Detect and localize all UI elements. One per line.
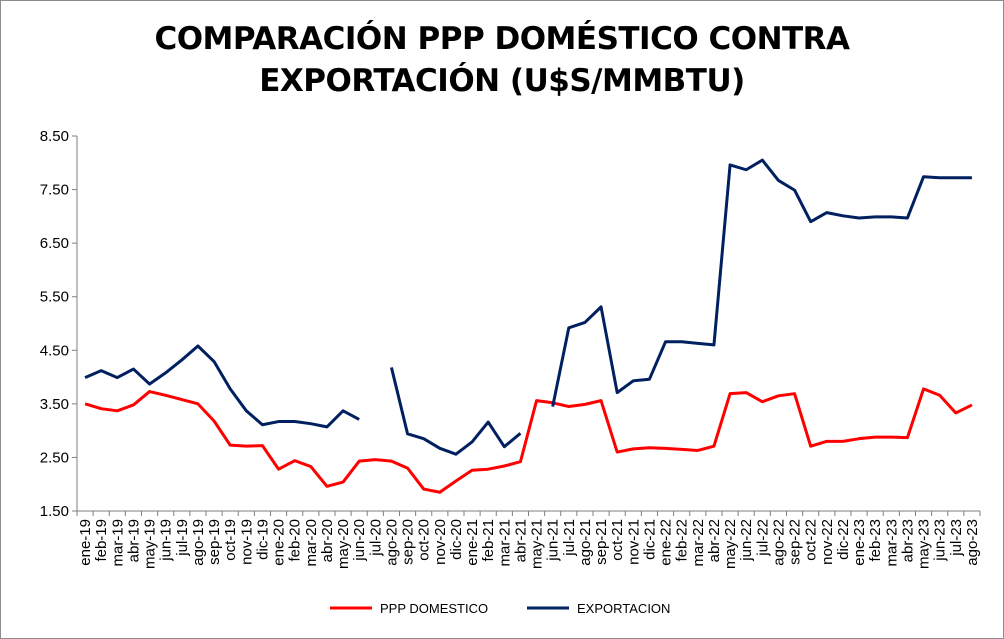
x-tick-label: feb-21 [480,519,497,562]
y-tick-label: 4.50 [40,342,69,359]
chart-title: COMPARACIÓN PPP DOMÉSTICO CONTRA EXPORTA… [0,18,1004,102]
x-tick-label: may-21 [529,519,546,569]
x-tick-label: abr-23 [899,519,916,562]
legend-label-1: EXPORTACION [577,601,670,616]
x-tick-label: jun-20 [351,519,368,562]
legend-label-0: PPP DOMESTICO [380,601,488,616]
x-tick-label: nov-19 [238,519,255,565]
x-tick-label: abr-22 [706,519,723,562]
x-tick-label: oct-22 [803,519,820,561]
x-tick-label: may-23 [916,519,933,569]
y-tick-label: 1.50 [40,503,69,520]
x-tick-label: jul-19 [174,519,191,557]
x-tick-label: ene-23 [851,519,868,566]
x-tick-label: nov-20 [432,519,449,565]
x-tick-label: feb-20 [287,519,304,562]
x-tick-label: sep-20 [400,519,417,565]
legend: PPP DOMESTICO EXPORTACION [330,601,670,616]
x-tick-label: dic-19 [254,519,271,560]
x-tick-label: ago-23 [964,519,981,566]
x-tick-label: sep-22 [787,519,804,565]
y-tick-label: 8.50 [40,128,69,145]
x-tick-label: ene-19 [77,519,94,566]
x-tick-label: dic-21 [641,519,658,560]
y-tick-label: 2.50 [40,449,69,466]
x-tick-label: jul-21 [561,519,578,557]
x-tick-label: nov-22 [819,519,836,565]
x-tick-label: jul-20 [367,519,384,557]
x-tick-label: ene-22 [658,519,675,566]
x-tick-label: oct-20 [416,519,433,561]
x-tick-label: dic-22 [835,519,852,560]
x-tick-label: mar-19 [109,519,126,567]
x-tick-labels: ene-19 feb-19 mar-19 abr-19 may-19 jun-19 jul-… [77,519,981,569]
x-tick-label: feb-23 [867,519,884,562]
y-tick-label: 6.50 [40,235,69,252]
x-tick-label: jun-21 [545,519,562,562]
x-tick-label: ago-21 [577,519,594,566]
chart-title-line1: COMPARACIÓN PPP DOMÉSTICO CONTRA [154,21,850,57]
x-tick-label: sep-19 [206,519,223,565]
x-tick-label: abr-21 [512,519,529,562]
x-tick-label: nov-21 [625,519,642,565]
x-tick-label: feb-19 [93,519,110,562]
x-tick-label: may-20 [335,519,352,569]
x-tick-label: jun-23 [932,519,949,562]
x-tick-label: ene-20 [271,519,288,566]
x-tick-label: ago-19 [190,519,207,566]
x-tick-label: ago-22 [770,519,787,566]
series-layer [84,158,973,494]
x-tick-label: mar-23 [883,519,900,567]
y-tick-label: 5.50 [40,289,69,306]
x-tick-label: mar-21 [496,519,513,567]
x-tick-label: jul-23 [948,519,965,557]
x-tick-label: may-19 [142,519,159,569]
x-tick-label: jun-19 [158,519,175,562]
x-tick-label: abr-19 [125,519,142,562]
series-line-1 [84,158,972,456]
x-tick-label: may-22 [722,519,739,569]
x-tick-label: jun-22 [738,519,755,562]
x-tick-label: oct-21 [609,519,626,561]
x-tick-label: sep-21 [593,519,610,565]
x-tick-label: ene-21 [464,519,481,566]
x-tick-label: dic-20 [448,519,465,560]
x-tick-label: oct-19 [222,519,239,561]
x-tick-label: mar-20 [303,519,320,567]
y-tick-label: 7.50 [40,182,69,199]
x-tick-label: mar-22 [690,519,707,567]
chart-title-line2: EXPORTACIÓN (U$S/MMBTU) [259,63,745,99]
x-tick-label: ago-20 [383,519,400,566]
y-tick-label: 3.50 [40,396,69,413]
axes: 1.50 2.50 3.50 4.50 5.50 6.50 7.50 8.50 [40,128,981,520]
x-tick-label: abr-20 [319,519,336,562]
series-line-0 [84,387,973,494]
x-tick-label: jul-22 [754,519,771,557]
x-tick-label: feb-22 [674,519,691,562]
